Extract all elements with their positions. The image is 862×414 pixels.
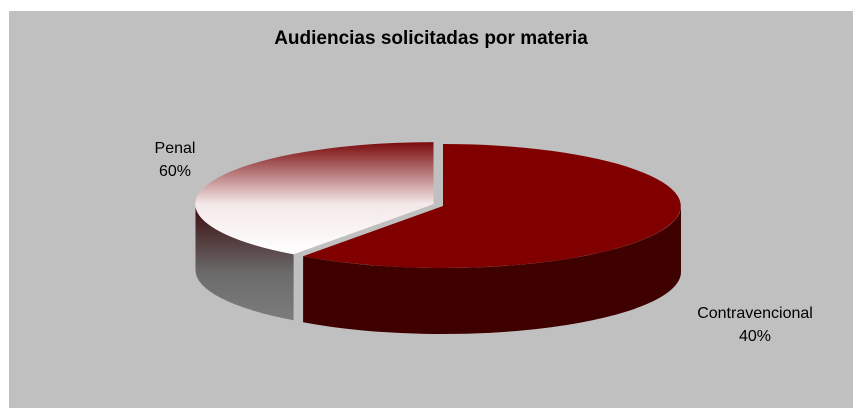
chart-area <box>9 11 853 408</box>
slice-label-penal: Penal 60% <box>140 137 210 183</box>
pie-slice-contravencional <box>195 142 434 255</box>
slice-label-contravencional: Contravencional 40% <box>680 302 830 348</box>
slice-value-penal: 60% <box>158 163 192 180</box>
slice-value-contravencional: 40% <box>738 328 772 345</box>
slice-category-contravencional: Contravencional <box>697 305 813 322</box>
pie-slice-penal <box>303 144 681 268</box>
slice-category-penal: Penal <box>154 140 196 157</box>
chart-title: Audiencias solicitadas por materia <box>274 28 588 49</box>
pie-side-contravencional <box>195 204 294 321</box>
pie-side-penal <box>303 206 682 335</box>
